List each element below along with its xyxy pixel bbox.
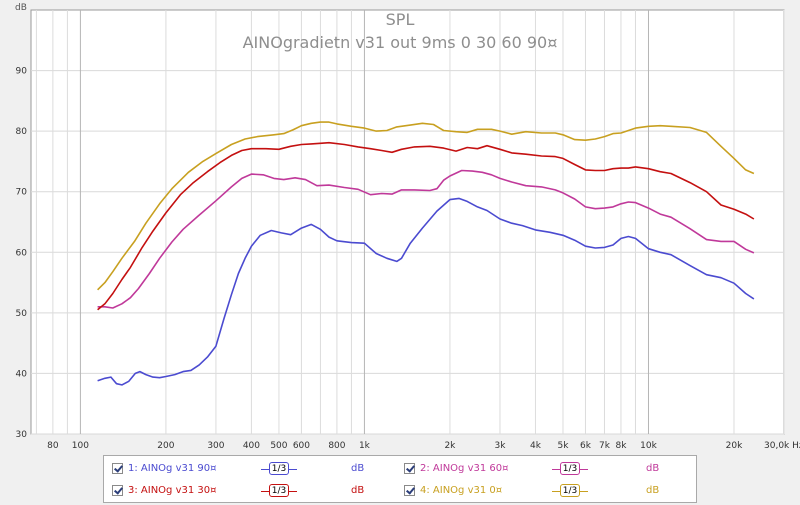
smoothing-value-2: 1/3 bbox=[560, 462, 580, 475]
y-tick-label: 40 bbox=[16, 369, 28, 379]
x-tick-label: 3k bbox=[494, 441, 506, 450]
smoothing-value-1: 1/3 bbox=[269, 462, 289, 475]
legend-row: 3: AINOg v31 30¤ 1/3 dB 4: AINOg v31 0¤ … bbox=[104, 480, 696, 502]
x-tick-label: 30,0k Hz bbox=[764, 441, 800, 450]
x-tick-label: 4k bbox=[530, 441, 542, 450]
x-tick-label: 5k bbox=[557, 441, 569, 450]
x-tick-label: 2k bbox=[444, 441, 456, 450]
x-tick-label: 800 bbox=[328, 441, 345, 450]
legend-unit-1: dB bbox=[351, 463, 365, 474]
x-tick-labels: 80 100 200 300 400 500 600 800 1k 2k 3k 4k 5k 6k 7k 8k 1… bbox=[47, 441, 800, 450]
grid bbox=[31, 10, 785, 435]
legend-label-2: 2: AINOg v31 60¤ bbox=[420, 463, 509, 474]
y-tick-label: 50 bbox=[16, 309, 28, 319]
legend-checkbox-1[interactable] bbox=[112, 463, 123, 474]
x-tick-label: 7k bbox=[599, 441, 611, 450]
series-line-4 bbox=[97, 121, 755, 291]
x-tick-label: 600 bbox=[293, 441, 310, 450]
legend-label-1: 1: AINOg v31 90¤ bbox=[128, 463, 217, 474]
legend-checkbox-3[interactable] bbox=[112, 485, 123, 496]
spl-chart: 30 40 50 60 70 80 90 80 100 200 300 400 500 600 800 1k… bbox=[15, 3, 800, 450]
x-tick-label: 10k bbox=[640, 441, 657, 450]
x-tick-label: 300 bbox=[207, 441, 224, 450]
y-tick-label: 90 bbox=[16, 67, 28, 77]
series-line-1 bbox=[97, 197, 755, 386]
y-tick-labels: 30 40 50 60 70 80 90 bbox=[16, 67, 28, 440]
x-tick-label: 100 bbox=[72, 441, 89, 450]
legend-unit-3: dB bbox=[351, 485, 365, 496]
series-lines bbox=[97, 121, 755, 386]
y-tick-label: 80 bbox=[16, 127, 28, 137]
legend-unit-4: dB bbox=[646, 485, 660, 496]
x-tick-label: 500 bbox=[270, 441, 287, 450]
x-tick-label: 80 bbox=[47, 441, 59, 450]
legend-checkbox-4[interactable] bbox=[404, 485, 415, 496]
x-tick-label: 400 bbox=[243, 441, 260, 450]
smoothing-value-4: 1/3 bbox=[560, 484, 580, 497]
y-axis-label: dB bbox=[15, 3, 27, 13]
x-tick-label: 200 bbox=[157, 441, 174, 450]
smoothing-value-3: 1/3 bbox=[269, 484, 289, 497]
y-tick-label: 60 bbox=[16, 248, 28, 258]
smoothing-control-2[interactable]: 1/3 bbox=[552, 461, 588, 477]
smoothing-control-1[interactable]: 1/3 bbox=[261, 461, 297, 477]
x-tick-label: 20k bbox=[726, 441, 743, 450]
x-tick-label: 1k bbox=[359, 441, 371, 450]
legend-label-3: 3: AINOg v31 30¤ bbox=[128, 485, 217, 496]
smoothing-control-3[interactable]: 1/3 bbox=[261, 483, 297, 499]
legend-checkbox-2[interactable] bbox=[404, 463, 415, 474]
y-tick-label: 30 bbox=[16, 430, 28, 440]
chart-title: SPL bbox=[386, 10, 415, 29]
x-tick-label: 8k bbox=[615, 441, 627, 450]
x-tick-label: 6k bbox=[580, 441, 592, 450]
y-tick-label: 70 bbox=[16, 188, 28, 198]
legend: 1: AINOg v31 90¤ 1/3 dB 2: AINOg v31 60¤… bbox=[103, 455, 697, 503]
plot-background bbox=[30, 9, 785, 435]
legend-label-4: 4: AINOg v31 0¤ bbox=[420, 485, 503, 496]
smoothing-control-4[interactable]: 1/3 bbox=[552, 483, 588, 499]
legend-row: 1: AINOg v31 90¤ 1/3 dB 2: AINOg v31 60¤… bbox=[104, 458, 696, 480]
series-line-2 bbox=[97, 169, 755, 309]
series-line-3 bbox=[97, 141, 755, 311]
chart-subtitle: AINOgradietn v31 out 9ms 0 30 60 90¤ bbox=[243, 33, 558, 52]
legend-unit-2: dB bbox=[646, 463, 660, 474]
